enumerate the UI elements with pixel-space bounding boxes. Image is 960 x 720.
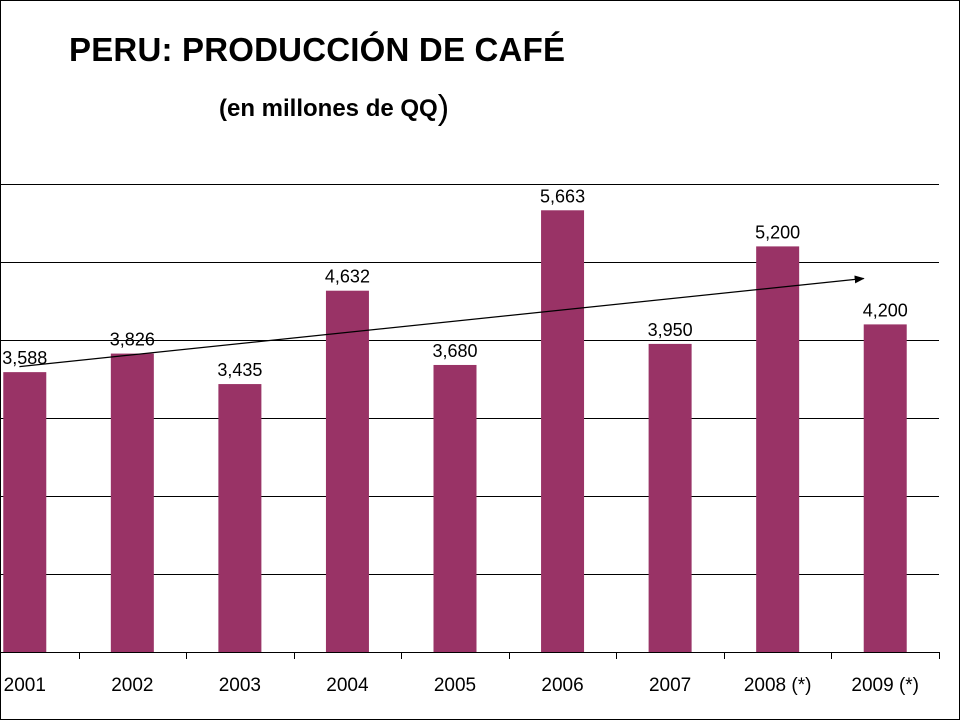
bar xyxy=(541,210,585,652)
data-label: 3,435 xyxy=(217,360,262,380)
trendline xyxy=(19,275,865,368)
x-axis: 2001 2002 2003 2004 2005 2006 2007 2008 (*) 2009… xyxy=(1,652,940,696)
chart-title: PERU: PRODUCCIÓN DE CAFÉ xyxy=(69,31,566,68)
x-tick-label: 2002 xyxy=(111,675,153,696)
chart-subtitle: (en millones de QQ) xyxy=(219,89,449,128)
bar xyxy=(863,324,907,652)
bars xyxy=(3,210,907,652)
data-label: 4,632 xyxy=(325,267,370,287)
x-tick-label: 2003 xyxy=(219,675,261,696)
data-label: 3,588 xyxy=(2,348,47,368)
data-label: 3,950 xyxy=(648,320,693,340)
data-label: 3,826 xyxy=(110,330,155,350)
x-tick-label: 2008 (*) xyxy=(744,675,812,696)
x-tick-label: 2001 xyxy=(4,675,46,696)
bar xyxy=(3,372,47,652)
subtitle-text: (en millones de QQ xyxy=(219,95,438,122)
subtitle-close-paren: ) xyxy=(437,89,450,127)
bar xyxy=(433,364,477,652)
x-tick-label: 2006 xyxy=(541,675,583,696)
x-tick-label: 2009 (*) xyxy=(851,675,919,696)
bar xyxy=(325,290,369,652)
bar xyxy=(756,246,800,652)
trend-line xyxy=(19,275,865,368)
x-tick-label: 2007 xyxy=(649,675,691,696)
bar xyxy=(218,384,262,652)
data-label: 4,200 xyxy=(863,300,908,320)
data-label: 5,663 xyxy=(540,186,585,206)
bar xyxy=(110,353,154,652)
data-labels: 3,588 3,826 3,435 4,632 3,680 5,663 3,950 5,200… xyxy=(2,186,907,380)
data-label: 5,200 xyxy=(755,222,800,242)
data-label: 3,680 xyxy=(432,341,477,361)
x-tick-label: 2004 xyxy=(326,675,369,696)
bar xyxy=(648,343,692,652)
x-tick-label: 2005 xyxy=(434,675,476,696)
